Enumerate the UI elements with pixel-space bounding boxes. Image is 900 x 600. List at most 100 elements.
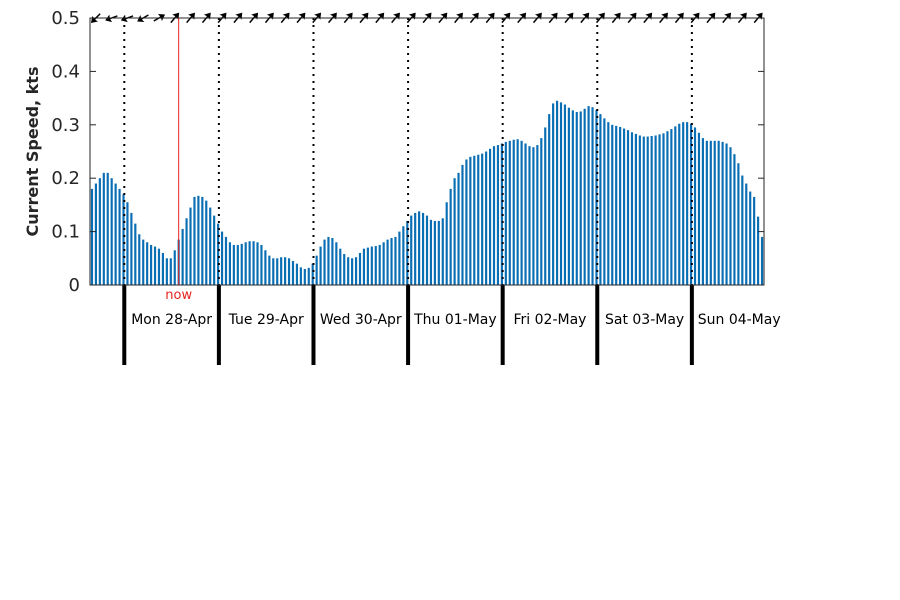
speed-bar	[496, 145, 500, 285]
speed-bar	[209, 207, 212, 285]
speed-bar	[504, 141, 507, 285]
y-tick-label: 0	[69, 275, 80, 296]
speed-bar	[650, 136, 653, 285]
speed-bar	[638, 135, 641, 285]
speed-bar	[280, 257, 283, 285]
speed-bar	[213, 215, 216, 285]
speed-bar	[398, 231, 401, 285]
speed-bar	[445, 202, 448, 285]
speed-bar	[457, 172, 460, 285]
speed-bar	[753, 196, 756, 285]
speed-bar	[284, 257, 287, 285]
speed-bar	[291, 260, 295, 285]
speed-bar	[173, 250, 176, 285]
plot-area-frame	[89, 17, 765, 286]
speed-bar	[642, 136, 645, 285]
speed-bar	[122, 194, 125, 285]
speed-bar	[701, 138, 704, 285]
speed-bar	[713, 140, 716, 285]
day-label: Wed 30-Apr	[320, 312, 402, 328]
speed-bar	[307, 267, 310, 285]
speed-bar	[516, 139, 519, 285]
speed-bar	[153, 246, 157, 285]
speed-bar	[165, 258, 168, 285]
speed-bar	[437, 220, 440, 285]
speed-bar	[256, 242, 259, 285]
speed-bar	[634, 133, 637, 285]
speed-bar	[232, 244, 235, 285]
speed-bar	[193, 196, 196, 285]
speed-bar	[295, 263, 299, 285]
speed-bar	[347, 257, 350, 285]
speed-bar	[390, 238, 393, 285]
speed-bar	[682, 122, 685, 285]
speed-bar	[583, 108, 586, 285]
speed-bar	[622, 128, 626, 285]
speed-bar	[146, 242, 149, 285]
speed-bar	[185, 218, 188, 285]
speed-bar	[354, 257, 358, 285]
speed-bar	[224, 236, 228, 285]
speed-bar	[599, 114, 602, 286]
speed-bar	[418, 211, 421, 285]
speed-bar	[670, 129, 673, 285]
day-labels: Mon 28-Apr Tue 29-Apr Wed 30-Apr Thu 01-May…	[131, 312, 780, 328]
speed-bar	[693, 127, 697, 285]
y-tick-label: 0.5	[51, 8, 80, 29]
speed-bar	[488, 148, 492, 285]
speed-bar	[433, 220, 436, 285]
speed-bar	[90, 188, 94, 285]
speed-bar	[276, 258, 279, 285]
speed-bar	[465, 159, 468, 285]
speed-bar	[492, 146, 496, 285]
speed-bar	[205, 200, 208, 285]
speed-bar	[236, 244, 239, 285]
day-label: Fri 02-May	[514, 312, 587, 328]
speed-bar	[697, 132, 701, 285]
speed-bar	[757, 216, 760, 285]
speed-bar	[725, 143, 728, 285]
y-tick-label: 0.4	[51, 61, 80, 82]
speed-bar	[114, 183, 117, 285]
speed-bar	[615, 125, 618, 286]
speed-bar	[729, 147, 732, 285]
speed-bar	[331, 238, 334, 285]
speed-bar	[189, 207, 192, 285]
arrow-head	[157, 14, 166, 21]
speed-bar	[441, 218, 444, 285]
speed-bar	[654, 135, 657, 285]
speed-bar	[299, 267, 302, 285]
speed-bar	[303, 268, 306, 285]
speed-bar	[264, 250, 267, 285]
speed-bar	[481, 153, 484, 285]
speed-bar	[567, 107, 570, 286]
speed-bar	[240, 243, 243, 285]
day-label: Thu 01-May	[413, 312, 497, 328]
y-tick-label: 0.2	[51, 168, 80, 189]
speed-bar	[169, 258, 172, 285]
speed-bar	[690, 123, 693, 285]
speed-bar	[745, 183, 748, 285]
speed-bar	[544, 127, 547, 285]
speed-bar	[181, 228, 184, 285]
speed-bar	[425, 215, 429, 285]
arrow-head	[120, 14, 128, 23]
speed-bar	[414, 212, 417, 285]
speed-bar	[666, 131, 669, 285]
speed-bar	[244, 242, 247, 285]
speed-bar	[453, 178, 456, 285]
speed-bar	[335, 242, 338, 285]
speed-bar	[315, 255, 318, 285]
arrow-head	[105, 14, 113, 23]
speed-bar	[319, 246, 322, 285]
speed-bar	[327, 236, 330, 285]
speed-bar	[595, 109, 598, 285]
speed-bar	[110, 178, 113, 285]
speed-bar	[268, 255, 271, 285]
speed-bar	[559, 102, 563, 286]
speed-bar	[311, 263, 314, 285]
y-axis-ticks: 0 0.1 0.2 0.3 0.4 0.5	[51, 8, 764, 296]
bar-series	[90, 100, 764, 286]
y-axis-label: Current Speed, kts	[23, 67, 42, 237]
